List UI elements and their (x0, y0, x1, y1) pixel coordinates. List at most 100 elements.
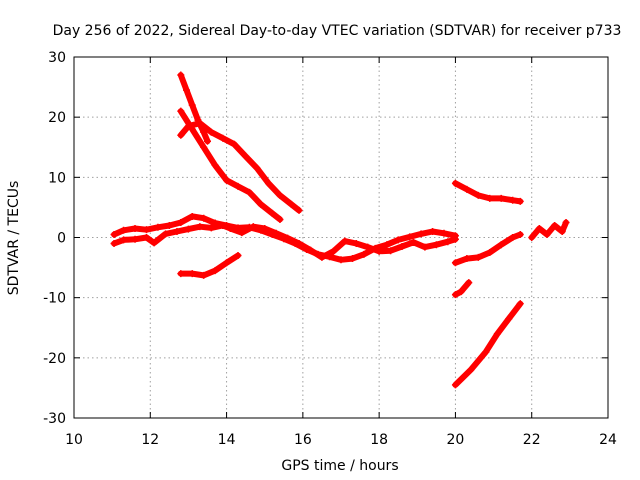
data-point (463, 185, 471, 193)
data-point (497, 241, 505, 249)
data-point (558, 227, 566, 235)
data-point (207, 224, 215, 232)
data-point (173, 227, 181, 235)
data-point (150, 239, 158, 247)
data-point (417, 230, 425, 238)
data-point (440, 229, 448, 237)
data-point (196, 119, 204, 127)
series-arc-5 (177, 119, 303, 214)
y-tick-label: 30 (48, 50, 66, 66)
y-tick-label: -10 (43, 291, 66, 307)
data-point (249, 223, 257, 231)
data-point (535, 224, 543, 232)
data-point (287, 200, 295, 208)
data-point (268, 209, 276, 217)
x-tick-label: 22 (523, 432, 541, 448)
data-point (284, 234, 292, 242)
series-trace (177, 108, 283, 223)
data-point (451, 381, 459, 389)
data-point (131, 235, 139, 243)
data-point (337, 256, 345, 264)
y-tick-label: 10 (48, 170, 66, 186)
data-point (188, 270, 196, 278)
data-point (398, 243, 406, 251)
data-point (211, 267, 219, 275)
data-point (394, 236, 402, 244)
data-point (177, 107, 185, 115)
y-tick-label: 20 (48, 110, 66, 126)
x-tick-label: 16 (294, 432, 312, 448)
data-point (406, 233, 414, 241)
data-point (451, 259, 459, 267)
data-point (211, 161, 219, 169)
data-point (226, 224, 234, 232)
data-point (261, 224, 269, 232)
data-point (409, 238, 417, 246)
x-tick-label: 10 (65, 432, 83, 448)
data-point (177, 218, 185, 226)
data-point (516, 197, 524, 205)
data-point (184, 225, 192, 233)
data-point (253, 164, 261, 172)
data-point (234, 182, 242, 190)
series-arc-3 (177, 71, 211, 145)
data-point (177, 270, 185, 278)
data-point (451, 179, 459, 187)
gridlines (74, 57, 608, 418)
data-point (543, 230, 551, 238)
data-marks (110, 71, 570, 389)
data-point (177, 131, 185, 139)
data-point (329, 247, 337, 255)
data-point (165, 221, 173, 229)
series-trace (528, 219, 569, 241)
series-arc-2 (110, 221, 459, 261)
data-point (131, 224, 139, 232)
data-point (429, 227, 437, 235)
data-point (257, 200, 265, 208)
data-point (516, 300, 524, 308)
x-axis-title: GPS time / hours (281, 458, 398, 474)
y-axis-title: SDTVAR / TECUs (6, 181, 22, 296)
data-point (238, 229, 246, 237)
data-point (120, 236, 128, 244)
data-point (375, 247, 383, 255)
data-point (505, 315, 513, 323)
data-point (110, 230, 118, 238)
data-point (467, 366, 475, 374)
data-point (509, 234, 517, 241)
data-point (200, 214, 208, 222)
data-point (196, 223, 204, 231)
data-point (432, 241, 440, 249)
data-point (318, 253, 326, 261)
data-point (142, 234, 150, 241)
data-point (265, 179, 273, 187)
y-tick-label: -30 (43, 411, 66, 427)
data-point (474, 191, 482, 199)
data-point (463, 255, 471, 263)
x-tick-label: 12 (141, 432, 159, 448)
data-point (474, 253, 482, 261)
series-trace (452, 300, 524, 388)
data-point (183, 86, 191, 94)
data-point (562, 218, 570, 226)
series-trace (452, 279, 472, 298)
data-point (421, 243, 429, 251)
data-point (204, 137, 211, 145)
data-point (295, 206, 303, 214)
data-point (295, 240, 303, 248)
data-point (451, 291, 459, 299)
data-point (509, 196, 517, 204)
data-point (177, 71, 185, 79)
data-point (352, 240, 360, 248)
data-point (387, 247, 395, 255)
data-point (230, 140, 238, 148)
data-point (234, 252, 242, 260)
data-point (142, 226, 150, 234)
data-point (276, 191, 284, 199)
x-tick-label: 24 (599, 432, 617, 448)
data-point (383, 241, 391, 249)
data-point (219, 221, 227, 229)
data-point (364, 243, 372, 251)
series-arc-8 (451, 230, 524, 267)
